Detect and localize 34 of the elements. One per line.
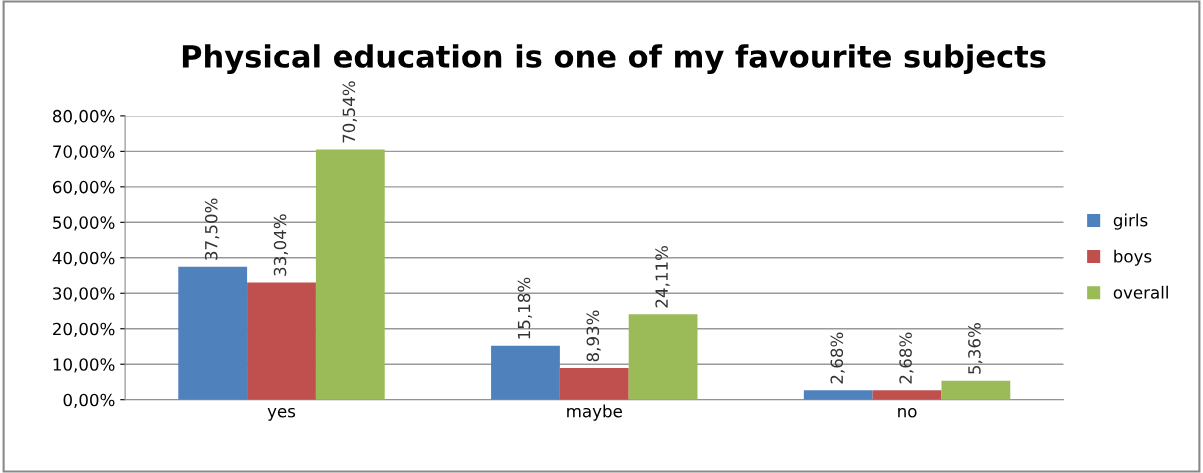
data-label: 2,68% xyxy=(830,332,845,384)
legend-label: overall xyxy=(1113,285,1168,299)
data-label: 15,18% xyxy=(517,277,533,339)
data-label: 33,04% xyxy=(273,214,289,276)
x-tick-label: yes xyxy=(267,407,296,421)
data-label: 8,93% xyxy=(586,310,601,362)
bar xyxy=(247,282,316,400)
x-tick-label: maybe xyxy=(567,404,622,421)
data-label: 70,54% xyxy=(342,81,357,143)
data-label: 24,11% xyxy=(655,245,670,308)
data-label: 2,68% xyxy=(899,332,914,384)
y-tick-label: 30,00% xyxy=(53,287,115,302)
y-tick-label: 20,00% xyxy=(53,322,115,337)
data-label: 5,36% xyxy=(968,323,983,374)
y-tick-label: 0,00% xyxy=(63,393,115,408)
bar xyxy=(178,266,248,400)
bar xyxy=(559,368,629,400)
bar xyxy=(491,345,560,400)
y-tick-label: 60,00% xyxy=(53,180,115,196)
legend-label: girls xyxy=(1113,213,1148,230)
y-tick-label: 70,00% xyxy=(53,145,115,160)
y-tick-label: 80,00% xyxy=(52,109,115,125)
bar xyxy=(803,390,873,400)
data-label: 37,50% xyxy=(204,198,220,260)
bar xyxy=(628,314,698,400)
y-tick-label: 10,00% xyxy=(53,358,115,373)
bar xyxy=(872,390,942,400)
y-tick-label: 50,00% xyxy=(53,216,115,231)
x-tick-label: no xyxy=(898,407,917,418)
bar xyxy=(315,149,385,400)
legend-label: boys xyxy=(1114,249,1152,266)
y-tick-label: 40,00% xyxy=(52,251,115,267)
bar xyxy=(941,380,1011,400)
chart-title: Physical education is one of my favourite subjects xyxy=(182,44,1046,75)
